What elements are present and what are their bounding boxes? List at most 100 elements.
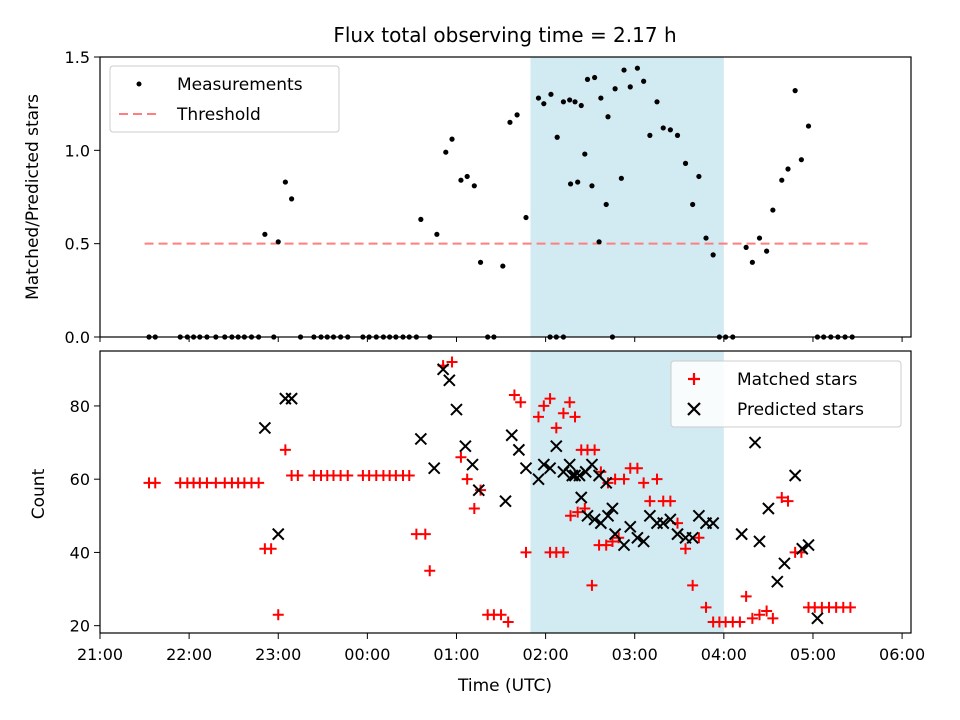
matched-star-point bbox=[292, 470, 304, 482]
measurement-point bbox=[584, 76, 591, 82]
predicted-star-point bbox=[671, 527, 684, 541]
predicted-star-point bbox=[568, 469, 582, 482]
measurement-point bbox=[507, 119, 513, 125]
matched-star-point bbox=[631, 462, 643, 474]
predicted-star-point bbox=[499, 494, 512, 508]
bottom-axis-ticks: 20 40 60 80 21:00 22:00 23:00 00:00 01:00 02:00 03… bbox=[70, 397, 926, 664]
bottom-y-tick-label: 80 bbox=[70, 397, 90, 416]
predicted-star-point bbox=[550, 440, 563, 453]
measurement-point bbox=[458, 177, 464, 183]
matched-star-point bbox=[693, 532, 705, 544]
bottom-legend: Matched stars Predicted stars bbox=[670, 360, 902, 428]
legend-matched-marker bbox=[688, 373, 700, 385]
legend-predicted-label: Predicted stars bbox=[737, 400, 864, 420]
bottom-legend-box bbox=[670, 360, 902, 428]
measurement-point bbox=[756, 235, 763, 241]
predicted-star-point bbox=[664, 513, 677, 526]
measurement-point bbox=[541, 101, 547, 107]
predicted-star-point bbox=[285, 392, 298, 405]
measurement-point bbox=[696, 173, 702, 180]
matched-star-point bbox=[272, 609, 284, 621]
measurement-point bbox=[500, 263, 506, 269]
measurement-point bbox=[627, 84, 633, 90]
measurement-point bbox=[647, 132, 653, 138]
matched-star-point bbox=[602, 477, 614, 489]
measurement-point bbox=[282, 179, 288, 185]
top-y-axis-label: Matched/Predicted stars bbox=[23, 94, 43, 300]
predicted-star-point bbox=[796, 542, 809, 555]
predicted-star-point bbox=[802, 538, 815, 552]
measurement-point bbox=[710, 252, 716, 258]
measurement-point bbox=[770, 207, 776, 213]
predicted-star-point bbox=[753, 535, 766, 548]
predicted-star-point bbox=[512, 443, 526, 457]
x-tick-label: 00:00 bbox=[344, 645, 390, 664]
matched-star-point bbox=[664, 495, 676, 507]
matched-star-point bbox=[424, 565, 436, 577]
measurement-point bbox=[523, 214, 529, 221]
predicted-star-point bbox=[532, 472, 545, 486]
matched-star-point bbox=[680, 543, 692, 555]
predicted-star-point bbox=[606, 502, 619, 515]
measurement-point bbox=[779, 177, 785, 183]
matched-star-point bbox=[618, 473, 630, 485]
matched-star-point bbox=[508, 389, 520, 401]
x-tick-label: 05:00 bbox=[790, 645, 836, 664]
matched-star-point bbox=[564, 396, 576, 408]
predicted-star-point bbox=[466, 458, 479, 471]
matched-star-point bbox=[342, 470, 354, 482]
measurement-point bbox=[798, 157, 804, 163]
matched-star-point bbox=[761, 605, 773, 617]
measurement-point bbox=[560, 99, 567, 105]
legend-measurements-label: Measurements bbox=[177, 75, 303, 95]
matched-star-point bbox=[502, 616, 514, 628]
measurement-point bbox=[567, 181, 574, 187]
matched-star-point bbox=[565, 510, 577, 522]
measurement-point bbox=[477, 259, 484, 265]
measurement-point bbox=[289, 196, 295, 202]
bottom-y-tick-label: 60 bbox=[70, 470, 90, 489]
measurement-point bbox=[618, 175, 624, 181]
predicted-star-point bbox=[599, 476, 613, 490]
measurement-point bbox=[621, 67, 627, 73]
matched-star-point bbox=[475, 484, 487, 496]
matched-star-point bbox=[600, 539, 612, 551]
matched-star-point bbox=[734, 616, 746, 628]
measurement-point bbox=[275, 239, 281, 245]
measurement-point bbox=[567, 97, 573, 103]
matched-star-point bbox=[782, 495, 794, 507]
top-y-tick-label: 0.5 bbox=[65, 235, 90, 254]
predicted-star-point bbox=[436, 363, 450, 376]
matched-star-point bbox=[446, 356, 458, 368]
top-y-tick-label: 0.0 bbox=[65, 328, 90, 347]
measurement-point bbox=[674, 132, 681, 138]
measurement-point bbox=[743, 244, 749, 250]
matched-star-point bbox=[544, 393, 556, 405]
predicted-star-point bbox=[427, 461, 441, 475]
predicted-stars-points bbox=[258, 363, 824, 625]
predicted-star-point bbox=[272, 527, 285, 541]
bottom-y-tick-label: 20 bbox=[70, 617, 90, 636]
matched-star-point bbox=[515, 396, 527, 408]
predicted-star-point bbox=[258, 421, 272, 435]
matched-star-point bbox=[569, 411, 581, 423]
matched-star-point bbox=[651, 473, 663, 485]
predicted-star-point bbox=[617, 538, 631, 552]
matched-star-point bbox=[557, 407, 569, 419]
predicted-star-point bbox=[575, 491, 588, 504]
measurement-point bbox=[418, 216, 424, 222]
matched-star-point bbox=[595, 466, 607, 478]
measurement-point bbox=[764, 248, 770, 254]
matched-star-point bbox=[520, 546, 532, 558]
matched-star-point bbox=[468, 502, 480, 514]
predicted-star-point bbox=[543, 461, 557, 475]
matched-star-point bbox=[538, 400, 550, 412]
predicted-star-point bbox=[581, 509, 594, 523]
measurement-point bbox=[578, 102, 584, 109]
predicted-star-point bbox=[414, 432, 428, 446]
predicted-star-point bbox=[631, 531, 644, 544]
measurement-point bbox=[805, 123, 812, 129]
top-shaded-region bbox=[530, 57, 724, 337]
x-tick-label: 22:00 bbox=[166, 645, 212, 664]
